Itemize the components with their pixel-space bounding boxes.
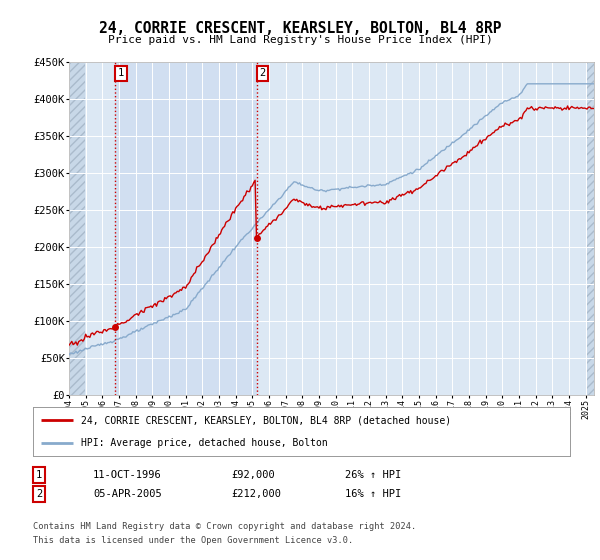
Text: Price paid vs. HM Land Registry's House Price Index (HPI): Price paid vs. HM Land Registry's House … [107,35,493,45]
Text: £212,000: £212,000 [231,489,281,499]
Text: This data is licensed under the Open Government Licence v3.0.: This data is licensed under the Open Gov… [33,536,353,545]
Text: 1: 1 [36,470,42,480]
Text: HPI: Average price, detached house, Bolton: HPI: Average price, detached house, Bolt… [82,438,328,448]
Bar [586,62,596,395]
Bar [69,62,85,395]
Text: 1: 1 [118,68,124,78]
Text: £92,000: £92,000 [231,470,275,480]
Text: 26% ↑ HPI: 26% ↑ HPI [345,470,401,480]
Text: 2: 2 [36,489,42,499]
Text: 05-APR-2005: 05-APR-2005 [93,489,162,499]
Text: Contains HM Land Registry data © Crown copyright and database right 2024.: Contains HM Land Registry data © Crown c… [33,522,416,531]
Text: 16% ↑ HPI: 16% ↑ HPI [345,489,401,499]
Text: 2: 2 [259,68,266,78]
Bar [115,62,257,395]
Text: 24, CORRIE CRESCENT, KEARSLEY, BOLTON, BL4 8RP: 24, CORRIE CRESCENT, KEARSLEY, BOLTON, B… [99,21,501,36]
Text: 11-OCT-1996: 11-OCT-1996 [93,470,162,480]
Text: 24, CORRIE CRESCENT, KEARSLEY, BOLTON, BL4 8RP (detached house): 24, CORRIE CRESCENT, KEARSLEY, BOLTON, B… [82,416,451,426]
